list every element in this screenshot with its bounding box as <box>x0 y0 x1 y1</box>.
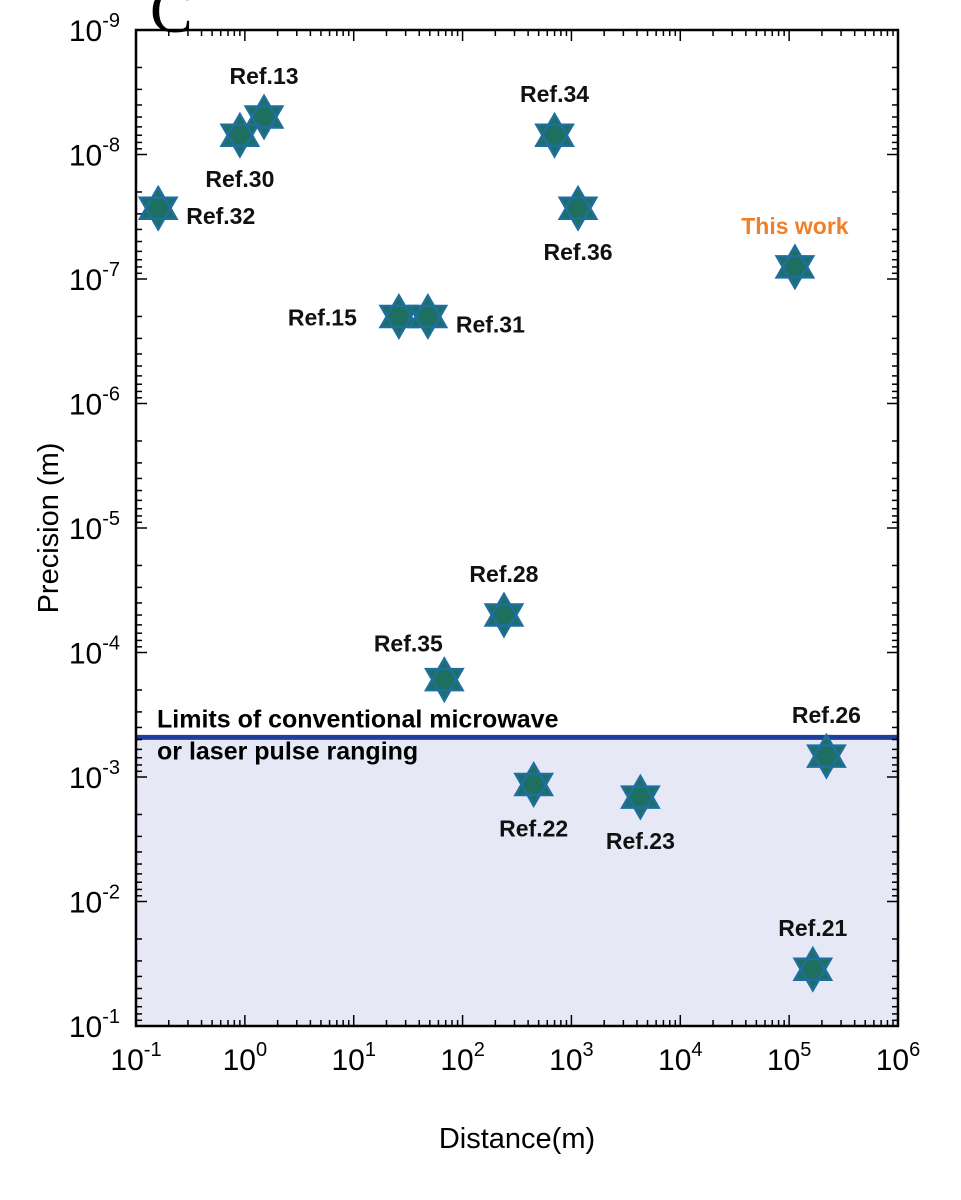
y-tick-label: 10-6 <box>69 384 120 422</box>
data-point-marker <box>137 184 179 232</box>
x-tick-label: 106 <box>876 1039 921 1077</box>
shaded-region <box>136 737 898 1026</box>
y-tick-label: 10-3 <box>69 757 120 795</box>
data-point-label: Ref.28 <box>469 561 538 587</box>
data-point-marker <box>423 656 465 704</box>
x-tick-label: 101 <box>331 1039 376 1077</box>
data-point-marker <box>774 243 816 291</box>
y-axis-label: Precision (m) <box>33 443 65 614</box>
data-point-marker <box>407 292 449 340</box>
x-tick-label: 103 <box>549 1039 594 1077</box>
y-tick-label: 10-5 <box>69 508 120 546</box>
data-point-label: Ref.15 <box>288 304 357 330</box>
panel-label: C <box>150 0 193 46</box>
data-point-marker <box>792 945 834 993</box>
data-point-label: Ref.35 <box>374 631 443 657</box>
data-point-label: Ref.32 <box>186 203 255 229</box>
data-point-marker <box>806 732 847 780</box>
x-tick-label: 102 <box>440 1039 485 1077</box>
x-tick-label: 10-1 <box>110 1039 161 1077</box>
data-point-marker <box>620 773 661 821</box>
x-axis-label: Distance(m) <box>439 1123 595 1155</box>
x-tick-label: 104 <box>658 1039 703 1077</box>
data-point-label: Ref.13 <box>230 63 299 89</box>
y-tick-label: 10-9 <box>69 10 120 48</box>
data-point-label: Ref.23 <box>606 828 675 854</box>
x-tick-label: 100 <box>223 1039 268 1077</box>
data-point-marker <box>378 292 420 340</box>
data-point-marker <box>557 184 599 232</box>
data-point-label: Ref.30 <box>205 166 274 192</box>
y-tick-label: 10-7 <box>69 259 120 297</box>
data-point-marker <box>219 111 261 159</box>
plot-frame <box>134 28 900 1028</box>
y-tick-label: 10-8 <box>69 135 120 173</box>
x-tick-label: 105 <box>767 1039 812 1077</box>
data-point-label: Ref.22 <box>499 816 568 842</box>
y-tick-label: 10-1 <box>69 1006 120 1044</box>
data-point-marker <box>534 111 575 159</box>
limit-line-label-1: Limits of conventional microwave <box>157 705 559 733</box>
limit-line-label-2: or laser pulse ranging <box>157 737 418 765</box>
data-point-marker <box>513 761 555 809</box>
data-point-label: Ref.31 <box>456 311 525 337</box>
data-point-label: This work <box>741 213 849 239</box>
data-point-label: Ref.34 <box>520 81 589 107</box>
y-tick-label: 10-4 <box>69 633 120 671</box>
data-point-label: Ref.26 <box>792 702 861 728</box>
data-point-label: Ref.21 <box>778 915 847 941</box>
data-point-marker <box>483 591 525 639</box>
data-points: Ref.13 Ref.30 Ref.32 Ref.34 Ref.36 This work R… <box>137 63 861 993</box>
y-tick-label: 10-2 <box>69 882 120 920</box>
data-point-label: Ref.36 <box>544 239 613 265</box>
